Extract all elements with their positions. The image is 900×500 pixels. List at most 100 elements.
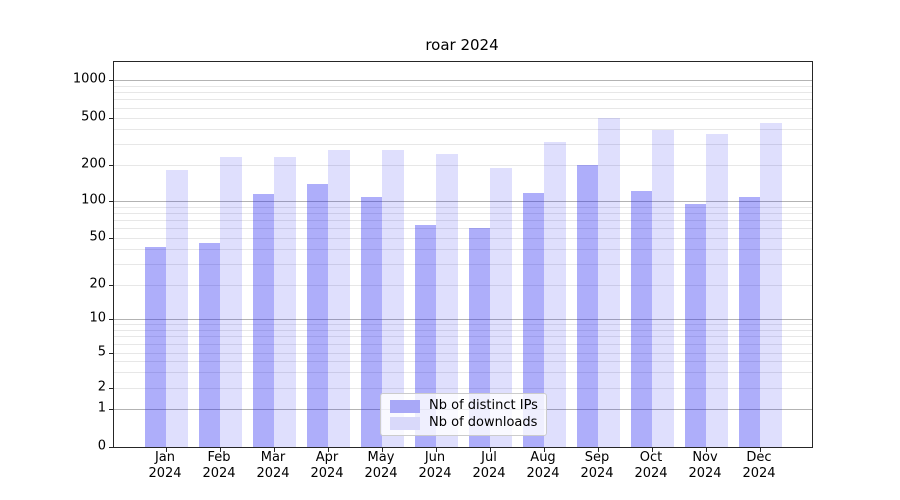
- minor-gridline: [114, 324, 812, 326]
- bar-distinct-ips-mar: [252, 194, 274, 447]
- y-axis-tick-labels: 0 1 2 5 10 20 50 100 200 500 1000: [0, 61, 106, 453]
- y-tick-mark: [109, 352, 113, 354]
- x-tick-mark: [382, 448, 383, 452]
- major-gridline: [114, 80, 812, 81]
- minor-gridline: [114, 143, 812, 145]
- minor-gridline: [114, 128, 812, 130]
- x-axis-tick-labels: Jan 2024 Feb 2024 Mar 2024 Apr 2024 May 2024 Jun 20…: [113, 450, 811, 490]
- x-tick-label: Feb 2024: [202, 450, 236, 481]
- bar-distinct-ips-sep: [576, 164, 598, 447]
- x-tick-label: Sep 2024: [580, 450, 614, 481]
- x-tick-label: Jan 2024: [148, 450, 182, 481]
- y-tick-label-1: 1: [97, 400, 106, 415]
- bar-distinct-ips-may: [360, 197, 382, 447]
- x-tick-label: May 2024: [364, 450, 398, 481]
- bar-downloads-may: [382, 149, 404, 447]
- y-tick-mark: [109, 117, 113, 119]
- minor-gridline: [114, 85, 812, 87]
- major-gridline: [114, 319, 812, 320]
- legend-swatch-distinct-ips: [390, 399, 420, 413]
- minor-gridline: [114, 372, 812, 374]
- minor-gridline: [114, 107, 812, 109]
- y-tick-label-100: 100: [81, 192, 106, 208]
- bar-distinct-ips-nov: [684, 203, 706, 447]
- chart-title: roar 2024: [425, 36, 499, 54]
- bar-distinct-ips-aug: [522, 193, 544, 447]
- y-tick-label-5: 5: [97, 344, 106, 359]
- y-tick-mark: [109, 201, 113, 202]
- bar-distinct-ips-oct: [630, 190, 652, 447]
- legend-row-downloads: Nb of downloads: [381, 416, 546, 430]
- legend-swatch-downloads: [390, 416, 420, 430]
- minor-gridline: [114, 343, 812, 345]
- major-gridline: [114, 201, 812, 202]
- y-tick-label-20: 20: [89, 276, 106, 292]
- y-tick-label-2: 2: [97, 379, 106, 395]
- bar-distinct-ips-jan: [144, 246, 166, 447]
- bar-downloads-feb: [220, 156, 242, 447]
- minor-gridline: [114, 264, 812, 265]
- y-tick-label-200: 200: [81, 156, 106, 171]
- x-tick-mark: [490, 448, 491, 452]
- legend: Nb of distinct IPs Nb of downloads: [380, 393, 547, 436]
- y-tick-label-50: 50: [89, 229, 106, 244]
- x-tick-mark: [760, 448, 761, 452]
- x-tick-label: Jun 2024: [418, 450, 452, 481]
- bar-downloads-nov: [706, 134, 728, 447]
- x-tick-label: Apr 2024: [310, 450, 344, 481]
- x-tick-label: Oct 2024: [634, 450, 668, 481]
- minor-gridline: [114, 285, 812, 286]
- y-tick-label-500: 500: [81, 109, 106, 124]
- bar-distinct-ips-apr: [306, 184, 328, 447]
- legend-label-downloads: Nb of downloads: [429, 415, 538, 430]
- x-tick-mark: [436, 448, 437, 452]
- x-tick-mark: [544, 448, 545, 452]
- y-tick-label-0: 0: [97, 438, 106, 453]
- bar-downloads-oct: [652, 129, 674, 447]
- x-tick-mark: [166, 448, 167, 452]
- bar-downloads-aug: [544, 142, 566, 447]
- minor-gridline: [114, 388, 812, 389]
- y-tick-mark: [109, 446, 113, 448]
- minor-gridline: [114, 249, 812, 251]
- minor-gridline: [114, 227, 812, 229]
- minor-gridline: [114, 206, 812, 208]
- x-tick-label: Nov 2024: [688, 450, 722, 481]
- y-tick-mark: [109, 285, 113, 286]
- bar-downloads-apr: [328, 149, 350, 447]
- minor-gridline: [114, 336, 812, 338]
- bar-downloads-jun: [436, 154, 458, 447]
- minor-gridline: [114, 219, 812, 221]
- legend-row-distinct-ips: Nb of distinct IPs: [381, 399, 546, 413]
- y-tick-mark: [109, 164, 113, 166]
- minor-gridline: [114, 237, 812, 239]
- x-tick-mark: [598, 448, 599, 452]
- minor-gridline: [114, 361, 812, 363]
- x-tick-label: Dec 2024: [742, 450, 776, 481]
- bar-downloads-sep: [598, 117, 620, 447]
- bar-distinct-ips-dec: [738, 196, 760, 447]
- bar-distinct-ips-jul: [468, 227, 490, 447]
- legend-label-distinct-ips: Nb of distinct IPs: [429, 398, 538, 413]
- x-tick-mark: [328, 448, 329, 452]
- bar-distinct-ips-jun: [414, 224, 436, 447]
- minor-gridline: [114, 352, 812, 354]
- x-tick-mark: [652, 448, 653, 452]
- x-tick-mark: [220, 448, 221, 452]
- y-tick-mark: [109, 237, 113, 239]
- minor-gridline: [114, 99, 812, 101]
- bar-downloads-jan: [166, 170, 188, 447]
- minor-gridline: [114, 117, 812, 119]
- x-tick-mark: [274, 448, 275, 452]
- y-tick-mark: [109, 388, 113, 389]
- minor-gridline: [114, 329, 812, 331]
- bar-downloads-dec: [760, 122, 782, 447]
- bar-distinct-ips-feb: [198, 243, 220, 447]
- x-tick-label: Aug 2024: [526, 450, 560, 481]
- bar-downloads-mar: [274, 156, 296, 447]
- minor-gridline: [114, 212, 812, 214]
- minor-gridline: [114, 92, 812, 94]
- y-tick-mark: [109, 319, 113, 320]
- y-tick-label-10: 10: [89, 310, 106, 326]
